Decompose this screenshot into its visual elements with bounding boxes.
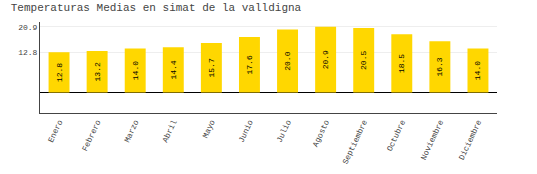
svg-text:12.8: 12.8	[55, 63, 64, 82]
svg-text:Mayo: Mayo	[201, 118, 217, 139]
svg-text:Agosto: Agosto	[311, 118, 331, 148]
svg-text:15.7: 15.7	[207, 58, 216, 77]
svg-text:Octubre: Octubre	[385, 118, 407, 152]
svg-text:13.2: 13.2	[93, 62, 102, 81]
svg-text:Febrero: Febrero	[80, 118, 102, 152]
svg-text:Junio: Junio	[237, 118, 255, 144]
svg-text:18.5: 18.5	[397, 54, 406, 73]
svg-text:14.4: 14.4	[169, 60, 178, 79]
svg-text:Abril: Abril	[160, 118, 178, 144]
svg-text:20.9: 20.9	[321, 50, 330, 69]
svg-text:14.0: 14.0	[473, 61, 482, 80]
svg-text:Enero: Enero	[46, 118, 64, 144]
svg-text:20.5: 20.5	[359, 51, 368, 70]
svg-text:Temperaturas Medias en simat d: Temperaturas Medias en simat de la valld…	[11, 2, 302, 14]
svg-text:Marzo: Marzo	[122, 118, 140, 144]
svg-text:Diciembre: Diciembre	[457, 118, 484, 161]
svg-text:20.9: 20.9	[18, 23, 37, 32]
svg-text:16.3: 16.3	[435, 57, 444, 76]
svg-text:Septiembre: Septiembre	[341, 118, 370, 165]
svg-text:20.0: 20.0	[283, 51, 292, 70]
svg-text:17.6: 17.6	[245, 55, 254, 74]
svg-text:Julio: Julio	[275, 118, 293, 144]
svg-text:12.8: 12.8	[18, 48, 37, 57]
svg-text:Noviembre: Noviembre	[419, 118, 446, 161]
svg-text:14.0: 14.0	[131, 61, 140, 80]
